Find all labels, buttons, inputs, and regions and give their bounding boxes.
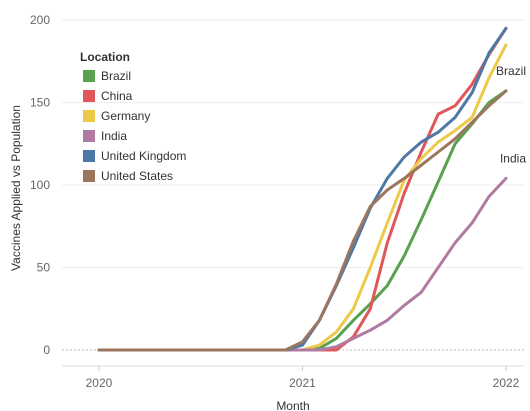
x-tick-label: 2022	[493, 376, 520, 390]
series-line-brazil	[97, 89, 508, 352]
legend-swatch-india	[83, 130, 95, 142]
end-label-india: India	[500, 151, 526, 165]
series-line-united-states	[97, 89, 508, 352]
series-line-united-kingdom	[97, 26, 508, 352]
grid	[62, 19, 524, 351]
series-line-china	[97, 26, 508, 352]
legend-swatch-united-kingdom	[83, 150, 95, 162]
legend-label-brazil: Brazil	[101, 69, 131, 83]
series-line-germany	[97, 43, 508, 352]
legend-label-germany: Germany	[101, 109, 150, 123]
series-lines	[97, 26, 508, 352]
x-axis-title: Month	[276, 399, 309, 411]
end-label-brazil: Brazil	[496, 64, 526, 78]
y-tick-label: 150	[30, 96, 50, 110]
legend-label-china: China	[101, 89, 133, 103]
x-tick-label: 2020	[86, 376, 113, 390]
legend: Location Brazil China Germany India United K…	[80, 50, 186, 183]
x-axis: 2020 2021 2022	[62, 365, 524, 390]
x-tick-label: 2021	[289, 376, 316, 390]
legend-swatch-germany	[83, 110, 95, 122]
legend-swatch-china	[83, 90, 95, 102]
legend-label-india: India	[101, 129, 127, 143]
y-tick-label: 200	[30, 13, 50, 27]
legend-swatch-united-states	[83, 170, 95, 182]
legend-title: Location	[80, 50, 130, 64]
y-axis: 0 50 100 150 200	[30, 13, 50, 357]
y-tick-label: 100	[30, 178, 50, 192]
series-line-india	[97, 176, 508, 352]
legend-label-united-kingdom: United Kingdom	[101, 149, 186, 163]
y-tick-label: 50	[37, 261, 51, 275]
y-axis-title: Vaccines Applied vs Population	[9, 105, 23, 271]
y-tick-label: 0	[43, 343, 50, 357]
end-labels: Brazil India	[496, 64, 526, 165]
legend-swatch-brazil	[83, 70, 95, 82]
legend-label-united-states: United States	[101, 169, 173, 183]
